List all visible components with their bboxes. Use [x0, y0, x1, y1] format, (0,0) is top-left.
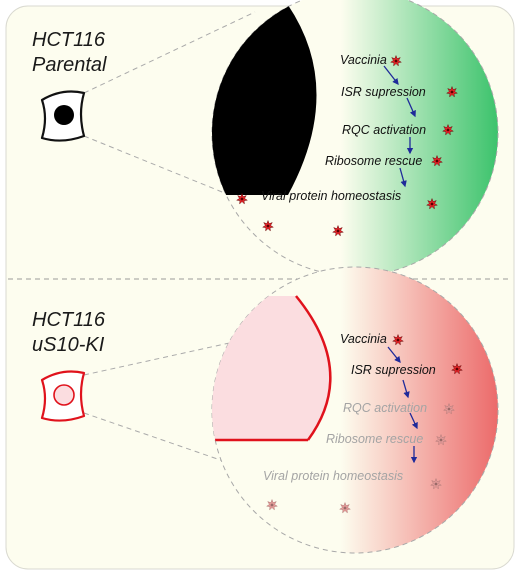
panel-title-line2: Parental	[32, 54, 107, 76]
panel-title-line1: HCT116	[32, 309, 106, 331]
step-label-isr: ISR supression	[341, 85, 426, 99]
virus-icon	[442, 402, 456, 415]
step-label-rqc: RQC activation	[343, 401, 427, 415]
virus-icon	[338, 501, 352, 514]
panel-title-line2: uS10-KI	[32, 334, 105, 356]
panel-us10-ki: HCT116 uS10-KI Vaccinia ISR supression R…	[32, 266, 499, 554]
arrow	[387, 346, 401, 364]
virus-icon	[265, 498, 279, 511]
step-label-ribosome: Ribosome rescue	[325, 154, 422, 168]
step-label-rqc: RQC activation	[342, 123, 426, 137]
arrow	[383, 65, 399, 86]
step-label-vaccinia: Vaccinia	[340, 332, 387, 346]
virus-icon	[389, 54, 403, 67]
step-label-viral: Viral protein homeostasis	[263, 469, 403, 483]
step-label-ribosome: Ribosome rescue	[326, 432, 423, 446]
virus-icon	[450, 362, 464, 375]
virus-particles-faded	[265, 402, 456, 514]
cell-icon	[40, 90, 86, 142]
virus-icon	[425, 197, 439, 210]
arrow	[399, 167, 407, 188]
pathway-arrows	[383, 65, 416, 188]
arrow	[409, 412, 418, 430]
zoom-line-lower	[83, 412, 233, 465]
virus-icon	[445, 85, 459, 98]
zoom-line-upper	[83, 337, 253, 376]
arrow	[406, 97, 416, 118]
virus-icon	[235, 192, 249, 205]
virus-icon	[261, 219, 275, 232]
virus-icon	[430, 154, 444, 167]
panel-title-line1: HCT116	[32, 29, 106, 51]
step-label-viral: Viral protein homeostasis	[261, 189, 401, 203]
zoom-line-upper	[83, 11, 256, 94]
nucleus	[212, 5, 317, 195]
nucleus-icon	[53, 384, 75, 406]
virus-icon	[429, 477, 443, 490]
nucleus	[212, 295, 332, 442]
arrow	[402, 379, 410, 399]
virus-icon	[391, 333, 405, 346]
virus-particles	[235, 54, 459, 237]
panel-parental: HCT116 Parental Vaccinia ISR supression …	[32, 0, 499, 277]
virus-icon	[441, 123, 455, 136]
virus-particles-active	[391, 333, 464, 375]
nucleus-icon	[54, 105, 74, 125]
virus-icon	[331, 224, 345, 237]
step-label-isr: ISR supression	[351, 363, 436, 377]
cell-icon	[40, 370, 86, 422]
step-label-vaccinia: Vaccinia	[340, 53, 387, 67]
pathway-arrows	[387, 346, 418, 464]
virus-icon	[434, 433, 448, 446]
